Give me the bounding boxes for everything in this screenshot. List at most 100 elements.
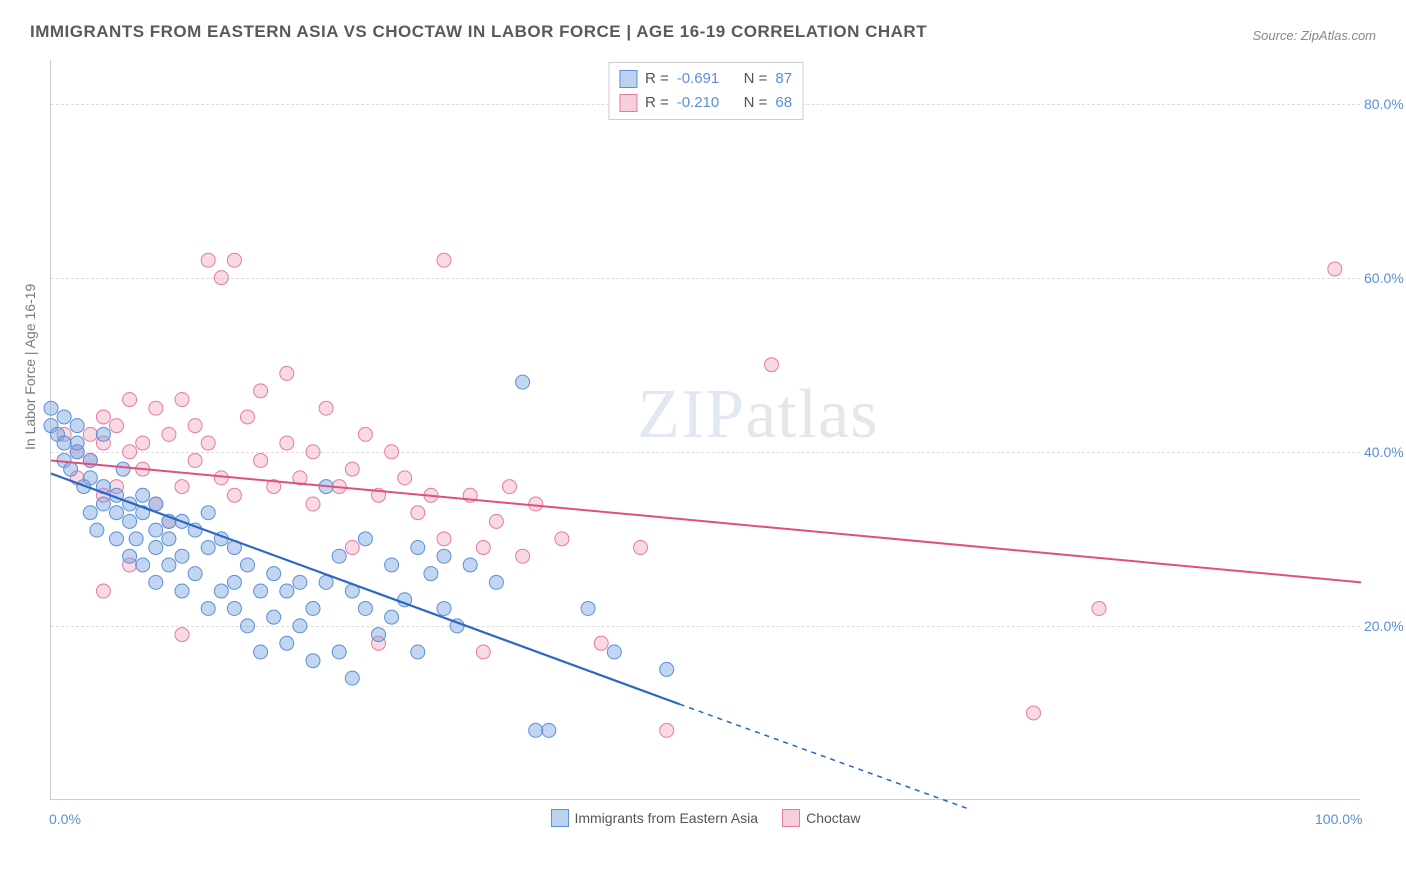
scatter-point (358, 532, 372, 546)
scatter-point (280, 636, 294, 650)
scatter-point (227, 575, 241, 589)
scatter-point (765, 358, 779, 372)
scatter-point (319, 575, 333, 589)
scatter-point (110, 532, 124, 546)
scatter-point (280, 584, 294, 598)
scatter-point (227, 488, 241, 502)
scatter-point (542, 723, 556, 737)
scatter-point (332, 645, 346, 659)
scatter-point (96, 584, 110, 598)
scatter-point (162, 532, 176, 546)
scatter-point (136, 436, 150, 450)
scatter-point (398, 471, 412, 485)
stats-legend: R = -0.691 N = 87 R = -0.210 N = 68 (608, 62, 803, 120)
scatter-point (96, 497, 110, 511)
scatter-point (358, 601, 372, 615)
scatter-point (489, 514, 503, 528)
scatter-point (476, 645, 490, 659)
legend-item-blue: Immigrants from Eastern Asia (550, 809, 758, 827)
swatch-blue (619, 70, 637, 88)
scatter-point (123, 514, 137, 528)
scatter-point (123, 393, 137, 407)
scatter-point (516, 549, 530, 563)
scatter-point (175, 393, 189, 407)
chart-area: ZIPatlas 20.0%40.0%60.0%80.0% R = -0.691… (50, 60, 1360, 800)
scatter-point (529, 723, 543, 737)
scatter-plot (51, 60, 1360, 799)
scatter-point (201, 253, 215, 267)
scatter-point (162, 558, 176, 572)
scatter-point (83, 506, 97, 520)
scatter-point (241, 619, 255, 633)
legend-item-pink: Choctaw (782, 809, 860, 827)
scatter-point (44, 401, 58, 415)
stats-row-pink: R = -0.210 N = 68 (619, 91, 792, 115)
scatter-point (90, 523, 104, 537)
scatter-point (188, 419, 202, 433)
scatter-point (188, 453, 202, 467)
scatter-point (437, 601, 451, 615)
scatter-point (1092, 601, 1106, 615)
scatter-point (306, 445, 320, 459)
scatter-point (345, 462, 359, 476)
chart-title: IMMIGRANTS FROM EASTERN ASIA VS CHOCTAW … (30, 22, 927, 42)
scatter-point (293, 575, 307, 589)
scatter-point (254, 584, 268, 598)
scatter-point (372, 628, 386, 642)
bottom-legend: Immigrants from Eastern Asia Choctaw (550, 809, 860, 827)
scatter-point (280, 436, 294, 450)
scatter-point (411, 645, 425, 659)
scatter-point (463, 558, 477, 572)
scatter-point (149, 497, 163, 511)
scatter-point (254, 645, 268, 659)
scatter-point (96, 410, 110, 424)
scatter-point (319, 401, 333, 415)
scatter-point (149, 401, 163, 415)
scatter-point (267, 610, 281, 624)
scatter-point (175, 584, 189, 598)
scatter-point (241, 558, 255, 572)
scatter-point (293, 619, 307, 633)
scatter-point (96, 427, 110, 441)
scatter-point (476, 541, 490, 555)
scatter-point (267, 567, 281, 581)
scatter-point (149, 541, 163, 555)
scatter-point (116, 462, 130, 476)
scatter-point (437, 549, 451, 563)
scatter-point (385, 445, 399, 459)
scatter-point (214, 584, 228, 598)
scatter-point (188, 567, 202, 581)
scatter-point (149, 523, 163, 537)
scatter-point (123, 445, 137, 459)
trend-line-dashed (680, 704, 968, 808)
scatter-point (201, 506, 215, 520)
swatch-blue-icon (550, 809, 568, 827)
scatter-point (227, 601, 241, 615)
scatter-point (64, 462, 78, 476)
scatter-point (332, 549, 346, 563)
scatter-point (660, 662, 674, 676)
scatter-point (175, 480, 189, 494)
scatter-point (162, 427, 176, 441)
scatter-point (201, 436, 215, 450)
scatter-point (110, 419, 124, 433)
scatter-point (1027, 706, 1041, 720)
scatter-point (201, 541, 215, 555)
scatter-point (136, 558, 150, 572)
scatter-point (306, 654, 320, 668)
scatter-point (411, 541, 425, 555)
source-label: Source: ZipAtlas.com (1252, 28, 1376, 43)
scatter-point (345, 671, 359, 685)
y-tick-label: 60.0% (1364, 270, 1406, 286)
scatter-point (660, 723, 674, 737)
scatter-point (136, 488, 150, 502)
y-axis-title: In Labor Force | Age 16-19 (22, 284, 38, 450)
scatter-point (254, 453, 268, 467)
scatter-point (70, 436, 84, 450)
y-tick-label: 40.0% (1364, 444, 1406, 460)
scatter-point (110, 506, 124, 520)
scatter-point (149, 575, 163, 589)
scatter-point (70, 419, 84, 433)
scatter-point (306, 601, 320, 615)
swatch-pink-icon (782, 809, 800, 827)
